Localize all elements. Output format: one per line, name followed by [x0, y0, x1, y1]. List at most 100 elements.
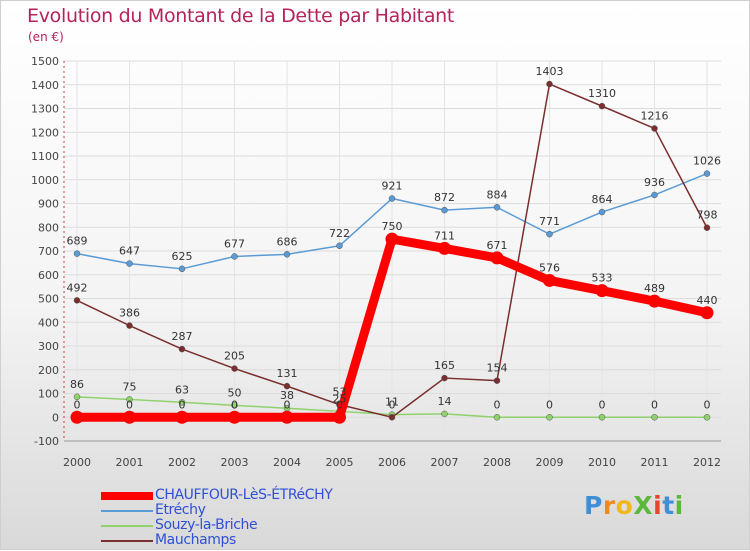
data-label-mauchamps: 1403: [536, 65, 564, 78]
logo-letter: P: [584, 491, 603, 520]
data-label-mauchamps: 205: [224, 350, 245, 363]
x-tick-label: 2002: [168, 456, 196, 469]
data-point-etrechy: [546, 230, 553, 238]
data-label-souzy-la-briche: 0: [546, 398, 553, 411]
data-point-chauffour-les-etrechy: [595, 284, 609, 298]
data-label-etrechy: 921: [382, 180, 403, 193]
x-tick-label: 2010: [588, 456, 616, 469]
data-point-souzy-la-briche: [598, 414, 606, 421]
data-label-chauffour-les-etrechy: 489: [644, 282, 665, 295]
data-label-etrechy: 872: [434, 191, 455, 204]
y-tick-label: 1300: [31, 103, 59, 116]
data-label-chauffour-les-etrechy: 0: [74, 398, 81, 411]
data-label-mauchamps: 165: [434, 359, 455, 372]
data-point-souzy-la-briche: [231, 402, 238, 409]
data-label-souzy-la-briche: 0: [494, 398, 501, 411]
data-label-etrechy: 625: [172, 250, 193, 263]
data-label-mauchamps: 1216: [641, 109, 669, 122]
data-point-etrechy: [126, 260, 133, 267]
data-point-mauchamps: [703, 224, 711, 231]
data-label-etrechy: 864: [592, 193, 613, 206]
y-tick-label: -100: [34, 435, 59, 448]
data-point-souzy-la-briche: [546, 414, 553, 421]
legend-swatch: [101, 510, 153, 512]
data-point-mauchamps: [388, 414, 396, 421]
x-tick-label: 2007: [431, 456, 459, 469]
data-label-chauffour-les-etrechy: 576: [539, 261, 560, 274]
data-point-mauchamps: [598, 102, 606, 110]
logo-letter: o: [615, 491, 634, 520]
x-tick-label: 2000: [63, 456, 91, 469]
data-label-souzy-la-briche: 75: [123, 380, 137, 393]
y-tick-label: 900: [38, 198, 59, 211]
data-point-etrechy: [388, 195, 396, 202]
data-point-chauffour-les-etrechy: [333, 410, 346, 424]
proxiti-logo: ProXiti: [584, 491, 684, 520]
data-point-etrechy: [231, 253, 238, 260]
data-label-etrechy: 884: [487, 188, 508, 201]
data-label-mauchamps: 154: [487, 362, 508, 375]
data-point-chauffour-les-etrechy: [648, 294, 661, 308]
data-label-etrechy: 689: [67, 235, 88, 248]
data-point-souzy-la-briche: [703, 414, 711, 421]
data-point-etrechy: [73, 250, 81, 257]
y-tick-label: 100: [38, 388, 59, 401]
data-label-souzy-la-briche: 50: [228, 386, 242, 399]
y-tick-label: 1000: [31, 174, 59, 187]
x-tick-label: 2006: [378, 456, 406, 469]
data-point-etrechy: [283, 251, 291, 258]
data-point-etrechy: [441, 206, 448, 214]
data-point-mauchamps: [546, 80, 553, 88]
data-label-etrechy: 771: [539, 215, 560, 228]
data-label-etrechy: 936: [644, 176, 665, 189]
x-tick-label: 2004: [273, 456, 301, 469]
data-label-chauffour-les-etrechy: 0: [336, 398, 343, 411]
data-label-souzy-la-briche: 0: [599, 398, 606, 411]
y-tick-label: 1500: [31, 55, 59, 68]
data-point-mauchamps: [441, 374, 448, 382]
y-tick-label: 300: [38, 340, 59, 353]
data-label-etrechy: 677: [224, 237, 245, 250]
data-label-souzy-la-briche: 11: [385, 396, 399, 409]
data-point-mauchamps: [283, 382, 291, 390]
data-label-chauffour-les-etrechy: 671: [487, 239, 508, 252]
data-point-chauffour-les-etrechy: [543, 273, 556, 287]
y-tick-label: 700: [38, 245, 59, 258]
data-label-mauchamps: 386: [119, 307, 140, 320]
y-tick-label: 500: [38, 293, 59, 306]
x-tick-label: 2005: [326, 456, 354, 469]
legend-label: Mauchamps: [155, 532, 236, 548]
data-label-etrechy: 647: [119, 245, 140, 258]
data-point-etrechy: [598, 208, 606, 216]
data-label-chauffour-les-etrechy: 0: [126, 398, 133, 411]
data-label-mauchamps: 53: [333, 386, 347, 399]
y-tick-label: 1400: [31, 79, 59, 92]
y-tick-label: 200: [38, 364, 59, 377]
y-tick-label: 1200: [31, 126, 59, 139]
data-point-chauffour-les-etrechy: [700, 306, 714, 320]
legend-swatch: [101, 525, 153, 527]
data-point-chauffour-les-etrechy: [280, 410, 294, 424]
y-tick-label: 800: [38, 221, 59, 234]
logo-letter: X: [633, 491, 654, 520]
data-point-chauffour-les-etrechy: [438, 241, 451, 255]
legend-swatch: [101, 540, 153, 542]
x-tick-label: 2008: [483, 456, 511, 469]
data-label-souzy-la-briche: 86: [70, 378, 84, 391]
data-label-mauchamps: 287: [172, 330, 193, 343]
data-point-souzy-la-briche: [441, 410, 448, 418]
data-label-souzy-la-briche: 0: [704, 398, 711, 411]
data-point-etrechy: [493, 204, 501, 211]
data-point-etrechy: [336, 242, 343, 250]
data-point-mauchamps: [126, 322, 133, 329]
data-point-etrechy: [651, 191, 658, 199]
data-label-chauffour-les-etrechy: 0: [179, 398, 186, 411]
data-point-chauffour-les-etrechy: [123, 410, 136, 424]
data-label-etrechy: 722: [329, 227, 350, 240]
data-point-mauchamps: [73, 297, 81, 304]
data-label-etrechy: 1026: [693, 155, 721, 168]
data-label-chauffour-les-etrechy: 750: [382, 220, 403, 233]
x-tick-label: 2003: [221, 456, 249, 469]
data-point-souzy-la-briche: [73, 393, 81, 401]
x-tick-label: 2001: [116, 456, 144, 469]
